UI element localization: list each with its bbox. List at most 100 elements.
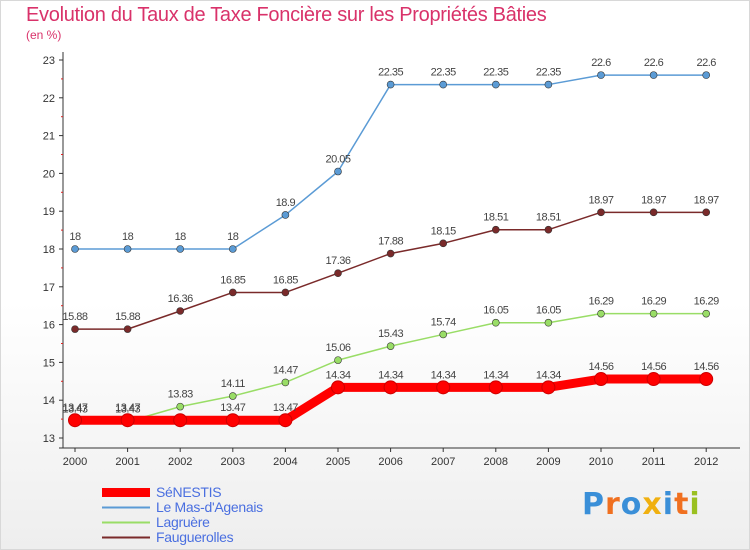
x-tick-label: 2000 xyxy=(63,456,87,468)
data-label-0: 14.56 xyxy=(694,361,719,373)
data-label-0: 13.47 xyxy=(220,402,245,414)
series-point-1 xyxy=(281,211,290,219)
series-point-3 xyxy=(71,325,79,333)
x-tick-label: 2009 xyxy=(536,456,560,468)
x-tick-label: 2011 xyxy=(642,456,666,468)
series-point-2 xyxy=(597,309,605,318)
legend-label: SéNESTIS xyxy=(156,484,222,500)
series-point-1 xyxy=(491,80,500,89)
data-label-0: 14.56 xyxy=(588,361,613,373)
series-point-0 xyxy=(173,413,188,428)
series-point-3 xyxy=(491,225,500,234)
logo-letter: i xyxy=(662,487,675,522)
data-label-1: 20.05 xyxy=(325,154,350,166)
y-tick-label: 21 xyxy=(43,131,55,143)
series-point-0 xyxy=(331,380,345,395)
series-labels: 18 18 18 18 18.9 20.05 22.35 22.35 22.35 22.35 22.… xyxy=(62,57,719,416)
x-tick-label: 2001 xyxy=(115,456,139,468)
x-tick-label: 2005 xyxy=(326,456,350,468)
x-tick-label: 2010 xyxy=(589,456,613,468)
y-tick-label: 23 xyxy=(43,55,55,67)
data-label-3: 18.51 xyxy=(536,212,561,224)
series-point-3 xyxy=(334,269,342,277)
logo-letter: t xyxy=(674,487,690,522)
data-label-2: 15.43 xyxy=(378,328,403,340)
y-tick-label: 18 xyxy=(43,244,55,256)
data-label-1: 18 xyxy=(227,231,239,243)
y-tick-label: 14 xyxy=(43,395,55,407)
data-label-2: 16.29 xyxy=(641,296,666,308)
data-label-3: 17.88 xyxy=(378,236,403,248)
series-point-2 xyxy=(439,330,448,339)
x-tick-label: 2008 xyxy=(484,456,508,468)
series-point-3 xyxy=(702,208,711,217)
series-point-0 xyxy=(278,413,293,428)
logo-letter: r xyxy=(605,487,621,522)
series-point-2 xyxy=(702,309,711,318)
data-label-0: 14.56 xyxy=(641,361,666,373)
data-label-2: 16.05 xyxy=(483,305,508,317)
data-label-3: 18.97 xyxy=(641,194,666,206)
series-point-1 xyxy=(334,167,342,176)
legend-label: Fauguerolles xyxy=(156,529,234,545)
y-tick-label: 15 xyxy=(43,357,55,369)
logo-letter: i xyxy=(689,487,701,522)
data-label-1: 22.35 xyxy=(431,67,456,79)
series-point-2 xyxy=(229,392,237,400)
logo-letter: o xyxy=(620,487,643,522)
series-point-2 xyxy=(649,309,658,318)
series-point-0 xyxy=(225,413,240,428)
data-label-1: 18.9 xyxy=(276,197,296,209)
series-point-0 xyxy=(68,413,82,428)
legend-label: Le Mas-d'Agenais xyxy=(156,499,263,515)
y-tick-label: 22 xyxy=(43,93,55,105)
series-point-0 xyxy=(699,372,714,387)
data-label-1: 22.6 xyxy=(696,57,716,69)
data-label-2: 13.43 xyxy=(115,404,140,416)
data-label-3: 18.97 xyxy=(694,194,719,206)
data-label-1: 22.6 xyxy=(644,57,664,69)
series-point-0 xyxy=(594,372,608,387)
data-label-3: 18.15 xyxy=(431,225,456,237)
data-label-1: 22.35 xyxy=(536,67,561,79)
series-point-2 xyxy=(281,378,290,387)
series-point-3 xyxy=(544,225,553,234)
data-label-3: 17.36 xyxy=(325,255,350,267)
data-label-2: 14.47 xyxy=(273,364,298,376)
legend-label: Lagruère xyxy=(156,514,210,530)
series-point-3 xyxy=(176,307,184,315)
data-label-2: 16.29 xyxy=(694,296,719,308)
series-point-1 xyxy=(229,245,237,253)
y-tick-label: 20 xyxy=(43,168,55,180)
data-label-3: 16.85 xyxy=(273,274,298,286)
data-label-3: 18.51 xyxy=(483,212,508,224)
y-tick-label: 13 xyxy=(43,433,55,445)
series-point-0 xyxy=(488,380,503,395)
legend-swatch xyxy=(102,506,150,509)
data-label-3: 15.88 xyxy=(62,311,87,323)
y-tick-label: 19 xyxy=(43,206,55,218)
data-label-1: 22.35 xyxy=(378,67,403,79)
x-tick-label: 2006 xyxy=(378,456,402,468)
series-point-2 xyxy=(491,318,500,327)
series-point-3 xyxy=(123,325,132,333)
logo-letter: x xyxy=(642,487,663,522)
series-line-1 xyxy=(74,74,707,250)
series-point-1 xyxy=(597,71,605,79)
data-label-2: 13.43 xyxy=(62,404,87,416)
data-label-2: 13.83 xyxy=(168,389,193,401)
series-point-0 xyxy=(541,380,556,395)
series-points xyxy=(68,71,714,428)
data-label-0: 14.34 xyxy=(536,369,561,381)
x-tick-label: 2003 xyxy=(221,456,245,468)
series-point-3 xyxy=(649,208,658,217)
series-point-3 xyxy=(229,288,237,297)
data-label-1: 22.35 xyxy=(483,67,508,79)
data-label-2: 15.06 xyxy=(325,342,350,354)
series-point-0 xyxy=(436,380,451,395)
series-point-3 xyxy=(386,249,395,258)
series-point-3 xyxy=(439,239,448,248)
series-point-1 xyxy=(176,245,184,253)
